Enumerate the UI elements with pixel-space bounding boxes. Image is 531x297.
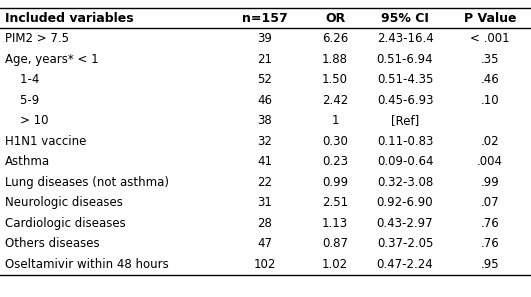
Text: 1: 1 [331, 114, 339, 127]
Text: 1.02: 1.02 [322, 258, 348, 271]
Text: PIM2 > 7.5: PIM2 > 7.5 [5, 32, 69, 45]
Text: Others diseases: Others diseases [5, 237, 100, 250]
Text: 0.99: 0.99 [322, 176, 348, 189]
Text: 0.23: 0.23 [322, 155, 348, 168]
Text: Asthma: Asthma [5, 155, 50, 168]
Text: 2.43-16.4: 2.43-16.4 [376, 32, 433, 45]
Text: 31: 31 [258, 196, 272, 209]
Text: 1.13: 1.13 [322, 217, 348, 230]
Text: 32: 32 [258, 135, 272, 148]
Text: 5-9: 5-9 [5, 94, 39, 107]
Text: 0.11-0.83: 0.11-0.83 [377, 135, 433, 148]
Text: 0.37-2.05: 0.37-2.05 [377, 237, 433, 250]
Text: 46: 46 [258, 94, 272, 107]
Text: 0.51-6.94: 0.51-6.94 [376, 53, 433, 66]
Text: 38: 38 [258, 114, 272, 127]
Text: OR: OR [325, 12, 345, 25]
Text: 0.51-4.35: 0.51-4.35 [377, 73, 433, 86]
Text: 52: 52 [258, 73, 272, 86]
Text: 0.87: 0.87 [322, 237, 348, 250]
Text: 2.51: 2.51 [322, 196, 348, 209]
Text: 6.26: 6.26 [322, 32, 348, 45]
Text: 28: 28 [258, 217, 272, 230]
Text: .10: .10 [481, 94, 499, 107]
Text: 21: 21 [258, 53, 272, 66]
Text: .76: .76 [481, 237, 499, 250]
Text: 0.32-3.08: 0.32-3.08 [377, 176, 433, 189]
Text: 0.43-2.97: 0.43-2.97 [376, 217, 433, 230]
Text: Included variables: Included variables [5, 12, 134, 25]
Text: [Ref]: [Ref] [391, 114, 419, 127]
Text: 1-4: 1-4 [5, 73, 39, 86]
Text: 95% CI: 95% CI [381, 12, 429, 25]
Text: 41: 41 [258, 155, 272, 168]
Text: H1N1 vaccine: H1N1 vaccine [5, 135, 87, 148]
Text: 0.30: 0.30 [322, 135, 348, 148]
Text: Cardiologic diseases: Cardiologic diseases [5, 217, 126, 230]
Text: Neurologic diseases: Neurologic diseases [5, 196, 123, 209]
Text: .46: .46 [481, 73, 499, 86]
Text: .07: .07 [481, 196, 499, 209]
Text: 2.42: 2.42 [322, 94, 348, 107]
Text: .004: .004 [477, 155, 503, 168]
Text: 0.92-6.90: 0.92-6.90 [376, 196, 433, 209]
Text: > 10: > 10 [5, 114, 48, 127]
Text: Age, years* < 1: Age, years* < 1 [5, 53, 99, 66]
Text: 0.45-6.93: 0.45-6.93 [377, 94, 433, 107]
Text: .35: .35 [481, 53, 499, 66]
Text: 1.88: 1.88 [322, 53, 348, 66]
Text: 102: 102 [254, 258, 276, 271]
Text: n=157: n=157 [242, 12, 288, 25]
Text: .02: .02 [481, 135, 499, 148]
Text: < .001: < .001 [470, 32, 510, 45]
Text: .99: .99 [481, 176, 499, 189]
Text: .95: .95 [481, 258, 499, 271]
Text: 0.47-2.24: 0.47-2.24 [376, 258, 433, 271]
Text: 22: 22 [258, 176, 272, 189]
Text: 47: 47 [258, 237, 272, 250]
Text: 1.50: 1.50 [322, 73, 348, 86]
Text: 0.09-0.64: 0.09-0.64 [377, 155, 433, 168]
Text: 39: 39 [258, 32, 272, 45]
Text: .76: .76 [481, 217, 499, 230]
Text: P Value: P Value [464, 12, 516, 25]
Text: Lung diseases (not asthma): Lung diseases (not asthma) [5, 176, 169, 189]
Text: Oseltamivir within 48 hours: Oseltamivir within 48 hours [5, 258, 169, 271]
